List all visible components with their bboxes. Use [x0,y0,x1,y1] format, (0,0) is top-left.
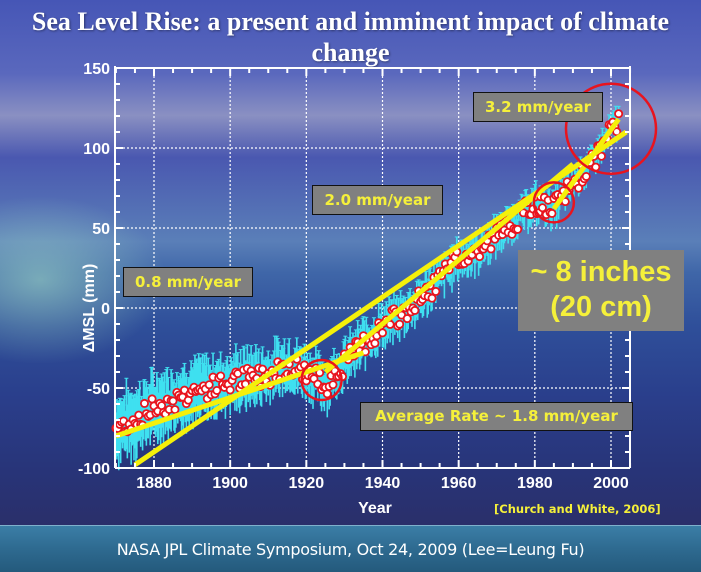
data-point [225,385,235,395]
data-point [328,380,338,390]
data-point [377,328,387,338]
y-tick-label: -50 [87,381,110,398]
highlight-circle [300,358,343,402]
data-point [427,293,437,303]
data-point [612,127,622,137]
trend-line [133,129,628,467]
data-point [486,244,496,254]
data-point [322,389,332,399]
x-tick-label: 1960 [441,475,477,492]
highlight-circle [532,181,576,224]
y-tick-label: -100 [78,461,110,478]
trend-line [551,117,621,211]
citation: [Church and White, 2006] [494,502,661,516]
data-point [204,380,214,390]
data-point [513,224,523,234]
x-axis-title: Year [358,500,392,517]
slide-title: Sea Level Rise: a present and imminent i… [31,7,670,67]
data-point [170,405,180,415]
data-point [216,371,226,381]
rate-label-average: Average Rate ~ 1.8 mm/year [360,402,633,431]
y-axis-title: ΔMSL (mm) [81,264,98,353]
data-point [134,410,144,420]
total-rise-cm: (20 cm) [550,291,652,323]
data-point [547,208,557,218]
y-tick-label: 50 [92,221,110,238]
footer-text: NASA JPL Climate Symposium, Oct 24, 2009… [116,540,585,559]
data-point [410,305,420,315]
data-point [596,151,606,161]
data-point [139,398,149,408]
x-tick-label: 1940 [365,475,401,492]
data-point [581,171,591,181]
footer-bar: NASA JPL Climate Symposium, Oct 24, 2009… [0,525,701,572]
y-tick-label: 100 [83,141,110,158]
data-point [370,338,380,348]
data-point [395,319,405,329]
data-point [574,183,584,193]
total-rise-inches: ~ 8 inches [530,256,672,288]
data-point [614,109,624,119]
y-tick-label: 150 [83,61,110,78]
tick-labels: 1880 1900 1920 1940 1960 1980 2000 -100 -50 0 50 10… [78,61,629,492]
rate-label-recent: 3.2 mm/year [473,92,603,122]
x-tick-label: 1900 [212,475,248,492]
data-point [402,314,412,324]
data-point [537,203,547,213]
data-point [168,396,178,406]
x-tick-label: 1880 [136,475,172,492]
data-point [431,286,441,296]
x-tick-label: 1980 [517,475,553,492]
y-tick-label: 0 [101,301,110,318]
trend-lines [115,117,628,467]
data-point [475,252,485,262]
rate-label-early: 0.8 mm/year [123,267,253,297]
data-point [212,385,222,395]
data-point [147,394,157,404]
total-rise-box: ~ 8 inches (20 cm) [518,250,684,331]
x-tick-label: 1920 [289,475,325,492]
highlight-circle [564,82,658,176]
highlight-circles [300,82,658,402]
rate-label-mid: 2.0 mm/year [312,185,443,215]
x-tick-label: 2000 [593,475,629,492]
